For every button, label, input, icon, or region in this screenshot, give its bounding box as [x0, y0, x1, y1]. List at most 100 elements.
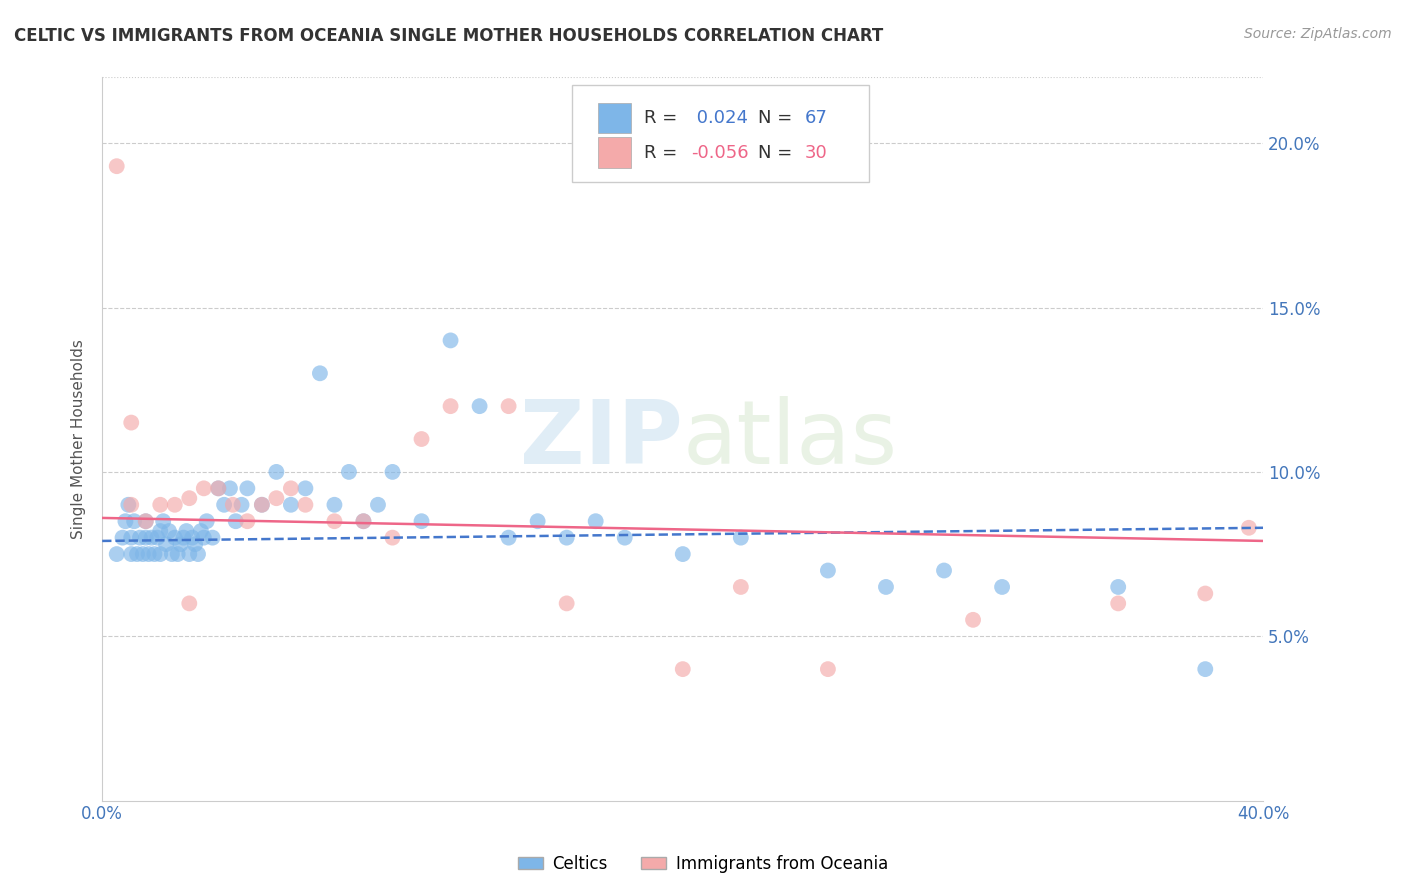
Point: [120, 547, 142, 561]
Point: [962, 613, 984, 627]
Point: [932, 564, 955, 578]
Point: [1107, 596, 1129, 610]
Point: [309, 366, 332, 380]
Point: [190, 524, 212, 538]
Point: [1194, 586, 1216, 600]
Point: [555, 596, 578, 610]
Point: [120, 416, 142, 430]
Point: [555, 531, 578, 545]
Point: [122, 514, 145, 528]
Point: [146, 531, 169, 545]
Point: [129, 531, 152, 545]
Point: [105, 159, 128, 173]
Point: [817, 662, 839, 676]
Point: [179, 491, 201, 506]
Point: [179, 547, 201, 561]
Point: [585, 514, 607, 528]
Point: [266, 465, 288, 479]
Point: [201, 531, 224, 545]
Point: [207, 481, 229, 495]
Point: [672, 662, 695, 676]
Text: 67: 67: [804, 109, 828, 127]
Point: [381, 465, 404, 479]
Point: [225, 514, 247, 528]
Point: [120, 498, 142, 512]
Text: R =: R =: [644, 144, 683, 161]
Point: [135, 514, 157, 528]
Point: [280, 481, 302, 495]
Point: [250, 498, 273, 512]
Point: [468, 399, 491, 413]
Point: [672, 547, 695, 561]
Point: [323, 514, 346, 528]
Point: [125, 547, 148, 561]
Point: [526, 514, 548, 528]
Point: [730, 580, 752, 594]
Point: [193, 531, 215, 545]
Point: [381, 531, 404, 545]
Point: [160, 547, 183, 561]
Point: [294, 498, 316, 512]
Point: [111, 531, 134, 545]
Point: [498, 531, 520, 545]
Point: [323, 498, 346, 512]
Point: [411, 514, 433, 528]
Point: [117, 498, 139, 512]
Text: N =: N =: [758, 109, 799, 127]
Point: [135, 531, 157, 545]
Point: [149, 498, 172, 512]
Point: [222, 498, 245, 512]
Point: [157, 524, 180, 538]
Point: [439, 399, 461, 413]
Point: [353, 514, 375, 528]
Point: [132, 547, 155, 561]
Point: [439, 334, 461, 348]
FancyBboxPatch shape: [598, 137, 630, 168]
Point: [195, 514, 218, 528]
Point: [169, 537, 191, 551]
Point: [138, 547, 160, 561]
Point: [817, 564, 839, 578]
Point: [173, 531, 195, 545]
Point: [266, 491, 288, 506]
Point: [367, 498, 389, 512]
FancyBboxPatch shape: [598, 103, 630, 133]
Text: R =: R =: [644, 109, 683, 127]
Point: [179, 596, 201, 610]
Point: [152, 514, 174, 528]
Legend: Celtics, Immigrants from Oceania: Celtics, Immigrants from Oceania: [510, 848, 896, 880]
Point: [207, 481, 229, 495]
Point: [120, 531, 142, 545]
Point: [337, 465, 360, 479]
Point: [1107, 580, 1129, 594]
Point: [231, 498, 253, 512]
Text: Source: ZipAtlas.com: Source: ZipAtlas.com: [1244, 27, 1392, 41]
Point: [353, 514, 375, 528]
Point: [184, 537, 207, 551]
Point: [149, 547, 172, 561]
Point: [250, 498, 273, 512]
Point: [143, 547, 166, 561]
Point: [236, 481, 259, 495]
Point: [280, 498, 302, 512]
Point: [1194, 662, 1216, 676]
Point: [991, 580, 1014, 594]
Point: [181, 531, 204, 545]
Point: [135, 514, 157, 528]
Y-axis label: Single Mother Households: Single Mother Households: [72, 339, 86, 539]
Point: [105, 547, 128, 561]
Point: [155, 537, 177, 551]
Text: CELTIC VS IMMIGRANTS FROM OCEANIA SINGLE MOTHER HOUSEHOLDS CORRELATION CHART: CELTIC VS IMMIGRANTS FROM OCEANIA SINGLE…: [14, 27, 883, 45]
Point: [875, 580, 897, 594]
Text: 0.024: 0.024: [690, 109, 748, 127]
Point: [236, 514, 259, 528]
Point: [166, 547, 188, 561]
Point: [163, 531, 186, 545]
Point: [219, 481, 242, 495]
Point: [294, 481, 316, 495]
Point: [114, 514, 136, 528]
Point: [498, 399, 520, 413]
Text: ZIP: ZIP: [520, 395, 683, 483]
Point: [613, 531, 636, 545]
Point: [730, 531, 752, 545]
